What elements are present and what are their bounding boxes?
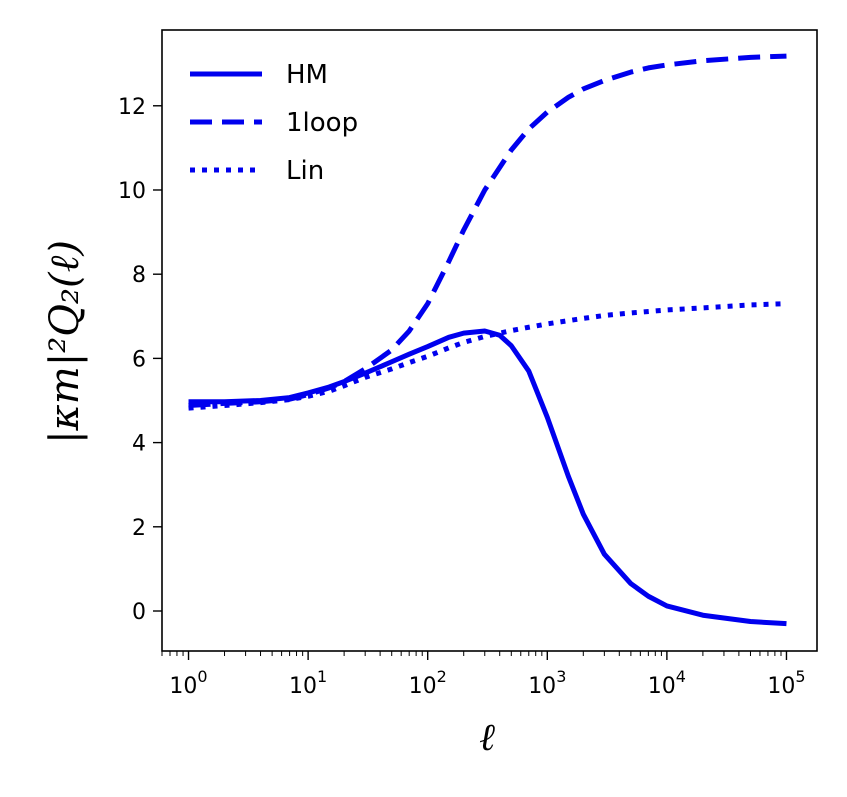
x-tick-label: 102: [409, 667, 447, 699]
series-lines: [188, 53, 787, 627]
y-tick-label: 12: [118, 95, 146, 120]
y-tick-label: 2: [132, 516, 146, 541]
x-axis: 100 101 102 103 104 105: [161, 651, 806, 699]
y-axis-label: |κm|²Q₂(ℓ): [42, 240, 88, 444]
x-tick-label: 104: [648, 667, 686, 699]
legend-label-1loop: 1loop: [286, 108, 358, 138]
legend-label-hm: HM: [286, 60, 328, 90]
series-line-hm: [188, 328, 787, 627]
legend-label-lin: Lin: [286, 156, 324, 186]
series-line-lin: [188, 301, 787, 411]
y-tick-label: 0: [132, 600, 146, 625]
series-line-1loop: [188, 53, 787, 409]
y-tick-label: 6: [132, 347, 146, 372]
y-axis: 0 2 4 6 8 10 12: [118, 95, 162, 625]
y-tick-label: 8: [132, 263, 146, 288]
plot-area-frame: [161, 29, 818, 652]
legend: HM 1loop Lin: [190, 60, 358, 186]
y-tick-label: 10: [118, 179, 146, 204]
x-axis-label: ℓ: [479, 715, 495, 759]
x-tick-label: 105: [767, 667, 805, 699]
x-tick-label: 101: [289, 667, 327, 699]
y-tick-label: 4: [132, 432, 146, 457]
x-tick-label: 103: [528, 667, 566, 699]
x-tick-label: 100: [169, 667, 207, 699]
